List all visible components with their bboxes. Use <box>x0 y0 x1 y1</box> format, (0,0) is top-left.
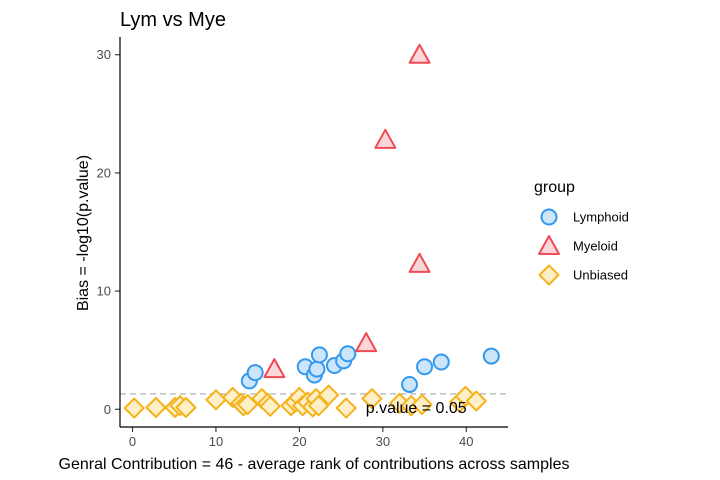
y-tick-label: 20 <box>97 165 111 180</box>
point-myeloid <box>408 43 431 64</box>
data-points <box>123 43 500 419</box>
x-tick-label: 10 <box>209 434 223 449</box>
point-unbiased <box>361 388 383 410</box>
point-unbiased <box>308 395 330 417</box>
y-axis-ticks: 0 10 20 30 <box>97 47 120 417</box>
point-lymphoid <box>310 346 328 364</box>
legend-label-lymphoid: Lymphoid <box>573 210 629 225</box>
y-tick-label: 0 <box>104 402 111 417</box>
x-axis-title: Genral Contribution = 46 - average rank … <box>59 456 570 473</box>
point-unbiased <box>465 390 487 412</box>
point-unbiased <box>175 397 197 418</box>
point-myeloid <box>355 332 378 353</box>
point-unbiased <box>335 397 357 419</box>
y-axis-title: Bias = -log10(p.value) <box>75 155 92 311</box>
point-lymphoid <box>401 375 419 393</box>
point-lymphoid <box>339 345 357 363</box>
point-myeloid <box>263 358 286 379</box>
x-tick-label: 30 <box>376 434 390 449</box>
legend-label-unbiased: Unbiased <box>573 268 628 283</box>
point-myeloid <box>408 252 431 273</box>
point-lymphoid <box>482 347 500 365</box>
point-unbiased <box>411 394 433 416</box>
point-unbiased <box>205 389 227 411</box>
threshold-annotation: p.value = 0.05 <box>366 400 467 417</box>
x-tick-label: 0 <box>129 434 136 449</box>
plot-title: Lym vs Mye <box>120 9 226 31</box>
x-tick-label: 40 <box>459 434 473 449</box>
y-tick-label: 10 <box>97 284 111 299</box>
point-unbiased <box>123 397 145 419</box>
point-unbiased <box>145 397 167 418</box>
point-lymphoid <box>416 358 434 376</box>
x-axis-ticks: 0 10 20 30 40 <box>129 427 474 449</box>
point-unbiased <box>318 384 340 406</box>
point-lymphoid <box>308 360 326 378</box>
legend-key-lymphoid <box>540 208 558 226</box>
x-tick-label: 20 <box>292 434 306 449</box>
point-unbiased <box>259 395 281 417</box>
point-lymphoid <box>246 364 264 382</box>
point-myeloid <box>374 128 397 149</box>
y-tick-label: 30 <box>97 47 111 62</box>
legend-key-myeloid <box>538 235 560 255</box>
legend-title: group <box>534 179 575 196</box>
legend-key-unbiased <box>538 264 560 286</box>
point-lymphoid <box>432 353 450 371</box>
legend: group Lymphoid Myeloid Unbiased <box>534 179 629 286</box>
legend-label-myeloid: Myeloid <box>573 239 618 254</box>
